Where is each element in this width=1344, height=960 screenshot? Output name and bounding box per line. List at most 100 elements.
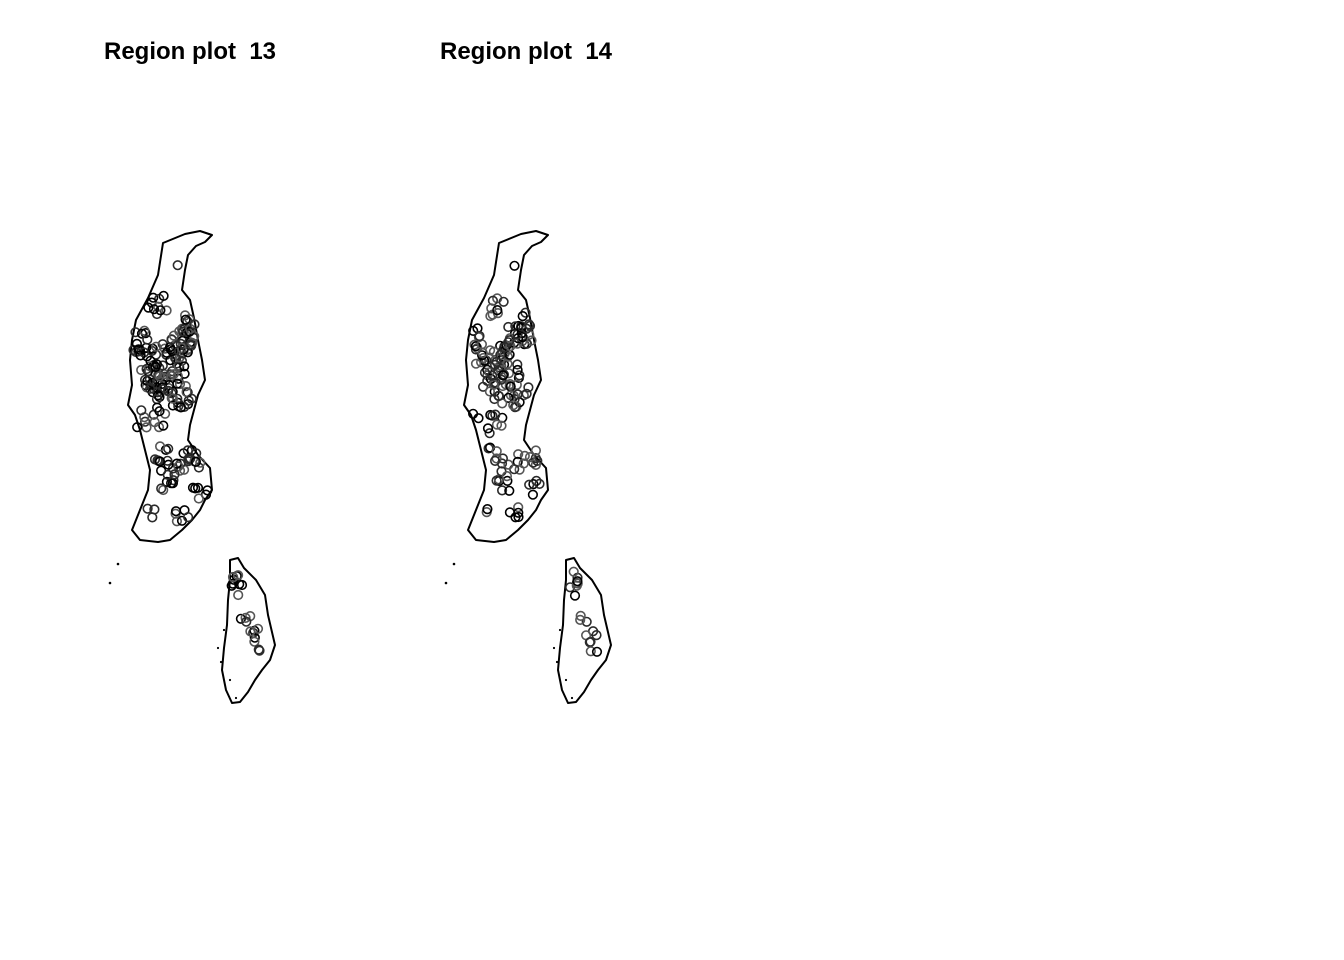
observation-point <box>490 455 501 467</box>
observation-point <box>502 358 513 369</box>
observation-point <box>504 485 515 496</box>
observation-point <box>136 405 147 416</box>
observation-points <box>128 260 265 656</box>
observation-point <box>180 381 191 392</box>
observation-point <box>524 452 536 463</box>
observation-point <box>511 379 522 391</box>
observation-point <box>491 446 502 457</box>
region-map <box>444 230 612 704</box>
observation-point <box>162 455 173 466</box>
observation-point <box>154 406 165 417</box>
observation-point <box>513 502 524 513</box>
observation-point <box>158 290 169 302</box>
observation-point <box>509 260 520 271</box>
observation-point <box>503 321 514 333</box>
observation-point <box>528 457 539 468</box>
observation-point <box>202 485 213 496</box>
north-region-outline <box>463 230 549 543</box>
observation-point <box>504 335 515 346</box>
observation-point <box>527 489 538 500</box>
observation-point <box>568 566 579 577</box>
observation-point <box>163 385 174 397</box>
observation-point <box>181 386 192 398</box>
observation-point <box>534 478 545 490</box>
observation-point <box>149 417 160 428</box>
observation-point <box>141 363 152 375</box>
observation-point <box>174 345 185 357</box>
observation-point <box>501 471 512 482</box>
observation-point <box>482 504 493 515</box>
observation-point <box>470 358 482 369</box>
observation-point <box>569 590 581 601</box>
observation-point <box>512 359 523 370</box>
observation-point <box>528 479 539 490</box>
islets <box>108 562 238 700</box>
observation-point <box>167 345 178 357</box>
observation-point <box>165 355 176 366</box>
panel-title: Region plot 13 <box>104 38 277 65</box>
observation-point <box>143 302 154 313</box>
panel-title: Region plot 14 <box>440 38 613 65</box>
observation-point <box>167 386 178 397</box>
observation-point <box>530 445 541 456</box>
observation-point <box>155 305 166 316</box>
observation-point <box>514 370 525 381</box>
observation-point <box>154 456 166 467</box>
observation-point <box>233 589 244 601</box>
observation-point <box>526 335 537 346</box>
observation-point <box>189 319 200 330</box>
observation-point <box>186 393 197 404</box>
observation-point <box>523 382 534 393</box>
observation-point <box>254 645 265 656</box>
north-region-outline <box>127 230 213 543</box>
observation-point <box>158 484 169 496</box>
observation-point <box>591 629 602 641</box>
south-region-outline <box>557 557 612 704</box>
observation-point <box>167 393 179 404</box>
observation-point <box>241 616 252 627</box>
observation-point <box>235 613 246 624</box>
observation-point <box>155 441 166 452</box>
region-map <box>108 230 276 704</box>
observation-point <box>136 328 148 339</box>
observation-point <box>496 420 507 431</box>
observation-point <box>530 459 541 471</box>
observation-point <box>512 364 523 376</box>
observation-point <box>240 612 251 624</box>
observation-point <box>148 292 159 303</box>
observation-point <box>572 576 583 587</box>
observation-point <box>142 503 153 514</box>
observation-point <box>473 413 484 424</box>
observation-point <box>135 350 146 361</box>
observation-point <box>245 626 256 637</box>
observation-point <box>171 516 182 527</box>
observation-point <box>521 388 532 399</box>
observation-point <box>158 420 169 431</box>
observation-point <box>249 636 260 647</box>
observation-point <box>470 341 481 352</box>
observation-point <box>173 461 184 472</box>
observation-point <box>193 493 204 504</box>
observation-point <box>497 370 509 381</box>
observation-point <box>185 339 196 350</box>
observation-point <box>482 423 494 434</box>
observation-point <box>488 379 499 391</box>
observation-point <box>167 400 178 411</box>
observation-point <box>166 371 177 382</box>
observation-point <box>509 464 520 475</box>
observation-point <box>184 454 195 465</box>
observation-point <box>175 458 186 469</box>
observation-point <box>179 361 190 372</box>
observation-point <box>493 390 504 402</box>
observation-point <box>508 400 519 411</box>
observation-point <box>162 469 173 481</box>
observation-point <box>161 476 172 488</box>
observation-point <box>187 482 199 493</box>
observation-point <box>509 402 521 413</box>
observation-point <box>150 361 161 373</box>
observation-point <box>172 260 183 271</box>
observation-point <box>145 355 156 366</box>
observation-point <box>144 374 155 385</box>
observation-point <box>519 450 530 462</box>
observation-point <box>195 457 206 468</box>
